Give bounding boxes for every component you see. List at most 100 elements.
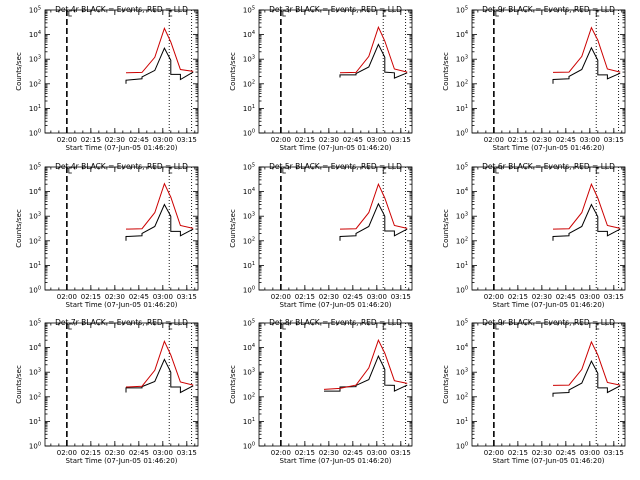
y-tick-label: 100 xyxy=(243,442,255,451)
x-tick-label: 02:30 xyxy=(319,449,339,457)
marker-bracket xyxy=(495,167,499,174)
chart-title: Det 4r BLACK = Events, RED = LLD xyxy=(55,162,188,171)
x-tick-label: 03:15 xyxy=(177,293,197,301)
chart-title: Det 9r BLACK = Events, RED = LLD xyxy=(482,5,615,14)
marker-bracket xyxy=(168,10,173,17)
x-tick-label: 02:15 xyxy=(508,293,528,301)
marker-bracket xyxy=(168,323,173,330)
plot-frame xyxy=(471,9,626,134)
y-tick-label: 103 xyxy=(456,212,468,221)
y-tick-label: 102 xyxy=(456,236,468,245)
x-tick-label: 02:30 xyxy=(532,449,552,457)
marker-bracket xyxy=(495,10,499,17)
series-line xyxy=(339,43,408,79)
x-tick-label: 02:00 xyxy=(484,449,504,457)
series-line xyxy=(552,26,621,73)
series-line xyxy=(125,358,194,394)
y-tick-label: 103 xyxy=(456,55,468,64)
y-axis-label: Counts/sec xyxy=(15,365,23,404)
x-tick-label: 03:00 xyxy=(153,449,173,457)
marker-bracket xyxy=(282,167,286,174)
y-axis-label: Counts/sec xyxy=(229,365,237,404)
y-tick-label: 105 xyxy=(243,163,255,172)
x-tick-label: 02:30 xyxy=(532,136,552,144)
y-axis-label: Counts/sec xyxy=(15,52,23,91)
plot-frame xyxy=(471,166,626,291)
x-tick-label: 03:00 xyxy=(367,293,387,301)
marker-bracket xyxy=(282,323,286,330)
y-tick-label: 100 xyxy=(243,286,255,295)
series-line xyxy=(552,360,621,397)
x-tick-label: 02:45 xyxy=(129,449,149,457)
x-tick-label: 02:15 xyxy=(508,449,528,457)
chart-panel: 100 101 102 103 104 105 02:00 02:15 02:30 02:45 03… xyxy=(442,162,626,309)
y-tick-label: 102 xyxy=(243,79,255,88)
x-axis-label: Start Time (07-Jun-05 01:46:20) xyxy=(280,457,392,465)
chart-panel: 100 101 102 103 104 105 02:00 02:15 02:30 02:45 03… xyxy=(229,5,413,152)
x-tick-label: 03:00 xyxy=(153,136,173,144)
series-line xyxy=(552,46,621,84)
y-tick-label: 102 xyxy=(29,79,41,88)
marker-bracket xyxy=(68,10,72,17)
series-line xyxy=(125,47,194,84)
x-tick-label: 03:00 xyxy=(580,449,600,457)
x-tick-label: 03:00 xyxy=(580,293,600,301)
chart-panel: 100 101 102 103 104 105 02:00 02:15 02:30 02:45 03… xyxy=(15,5,199,152)
x-tick-label: 02:15 xyxy=(295,293,315,301)
chart-panel: 100 101 102 103 104 105 02:00 02:15 02:30 02:45 03… xyxy=(15,318,199,465)
x-tick-label: 03:15 xyxy=(177,136,197,144)
chart-panel: 100 101 102 103 104 105 02:00 02:15 02:30 02:45 03… xyxy=(442,5,626,152)
series-line xyxy=(125,26,194,74)
x-axis-label: Start Time (07-Jun-05 01:46:20) xyxy=(493,457,605,465)
y-axis-label: Counts/sec xyxy=(229,209,237,248)
series-line xyxy=(552,203,621,241)
y-tick-label: 103 xyxy=(243,55,255,64)
y-axis-label: Counts/sec xyxy=(442,52,450,91)
series-line xyxy=(339,202,408,241)
plot-frame xyxy=(44,166,199,291)
y-tick-label: 100 xyxy=(456,442,468,451)
x-axis-label: Start Time (07-Jun-05 01:46:20) xyxy=(280,301,392,309)
x-tick-label: 02:00 xyxy=(484,293,504,301)
y-axis-label: Counts/sec xyxy=(229,52,237,91)
y-tick-label: 101 xyxy=(456,104,468,113)
x-tick-label: 02:00 xyxy=(271,136,291,144)
y-tick-label: 100 xyxy=(29,442,41,451)
y-tick-label: 102 xyxy=(456,392,468,401)
y-tick-label: 103 xyxy=(456,368,468,377)
y-tick-label: 102 xyxy=(243,236,255,245)
marker-bracket xyxy=(382,323,387,330)
x-tick-label: 03:15 xyxy=(177,449,197,457)
chart-title: Det 7r BLACK = Events, RED = LLD xyxy=(55,318,188,327)
y-tick-label: 105 xyxy=(243,6,255,15)
chart-title: Det 8r BLACK = Events, RED = LLD xyxy=(269,318,402,327)
x-tick-label: 02:15 xyxy=(508,136,528,144)
y-tick-label: 103 xyxy=(29,368,41,377)
series-line xyxy=(323,338,408,390)
y-tick-label: 104 xyxy=(243,187,255,196)
chart-title: Det 6r BLACK = Events, RED = LLD xyxy=(482,162,615,171)
x-axis-label: Start Time (07-Jun-05 01:46:20) xyxy=(493,301,605,309)
x-tick-label: 02:00 xyxy=(271,449,291,457)
y-tick-label: 105 xyxy=(243,319,255,328)
x-tick-label: 02:45 xyxy=(343,136,363,144)
x-tick-label: 02:45 xyxy=(129,136,149,144)
x-tick-label: 02:00 xyxy=(57,136,77,144)
y-tick-label: 101 xyxy=(29,261,41,270)
chart-title: Det 5r BLACK = Events, RED = LLD xyxy=(269,162,402,171)
marker-bracket xyxy=(168,167,173,174)
y-tick-label: 103 xyxy=(243,212,255,221)
series-line xyxy=(339,182,408,230)
series-line xyxy=(552,182,621,230)
y-tick-label: 102 xyxy=(29,236,41,245)
x-tick-label: 03:00 xyxy=(580,136,600,144)
y-tick-label: 101 xyxy=(243,261,255,270)
y-tick-label: 102 xyxy=(243,392,255,401)
x-tick-label: 03:00 xyxy=(153,293,173,301)
y-tick-label: 105 xyxy=(456,319,468,328)
plot-frame xyxy=(44,9,199,134)
x-tick-label: 02:30 xyxy=(105,293,125,301)
x-axis-label: Start Time (07-Jun-05 01:46:20) xyxy=(280,144,392,152)
marker-bracket xyxy=(495,323,499,330)
